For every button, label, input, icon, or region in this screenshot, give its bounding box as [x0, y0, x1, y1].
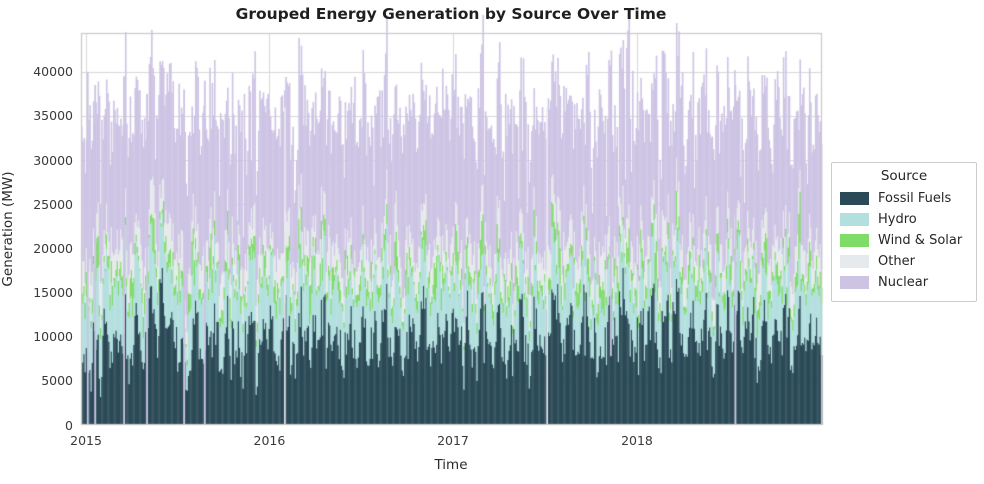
legend-label-fossil-fuels: Fossil Fuels: [878, 191, 952, 206]
chart-title: Grouped Energy Generation by Source Over…: [235, 5, 667, 23]
y-tick-label: 15000: [33, 285, 73, 301]
legend-swatch-other: [840, 255, 869, 268]
y-tick-label: 35000: [33, 108, 73, 124]
legend-swatch-fossil-fuels: [840, 192, 869, 205]
legend-label-hydro: Hydro: [878, 212, 917, 227]
x-tick-label: 2016: [253, 433, 286, 448]
y-tick-label: 5000: [41, 373, 73, 389]
x-axis-label: Time: [434, 457, 468, 473]
legend-item-other: Other: [840, 251, 968, 272]
legend-label-wind-solar: Wind & Solar: [878, 233, 963, 248]
legend-item-hydro: Hydro: [840, 209, 968, 230]
y-axis-label: Generation (MW): [0, 171, 16, 287]
legend-label-nuclear: Nuclear: [878, 275, 929, 290]
legend-item-wind-solar: Wind & Solar: [840, 230, 968, 251]
x-tick-label: 2017: [437, 433, 469, 448]
y-tick-label: 20000: [33, 240, 73, 256]
y-tick-label: 0: [65, 417, 73, 433]
legend-swatch-nuclear: [840, 276, 869, 289]
legend-item-nuclear: Nuclear: [840, 272, 968, 293]
y-tick-label: 40000: [33, 64, 73, 80]
legend-swatch-wind-solar: [840, 234, 869, 247]
y-tick-label: 10000: [33, 329, 73, 345]
x-tick-label: 2015: [70, 433, 102, 448]
legend-title: Source: [880, 168, 928, 184]
y-tick-label: 30000: [33, 152, 73, 168]
legend-swatch-hydro: [840, 213, 869, 226]
x-tick-label: 2018: [621, 433, 653, 448]
legend-item-fossil-fuels: Fossil Fuels: [840, 188, 968, 209]
legend: Source Fossil Fuels Hydro Wind & Solar O…: [831, 162, 977, 302]
legend-label-other: Other: [878, 254, 915, 269]
y-tick-label: 25000: [33, 196, 73, 212]
